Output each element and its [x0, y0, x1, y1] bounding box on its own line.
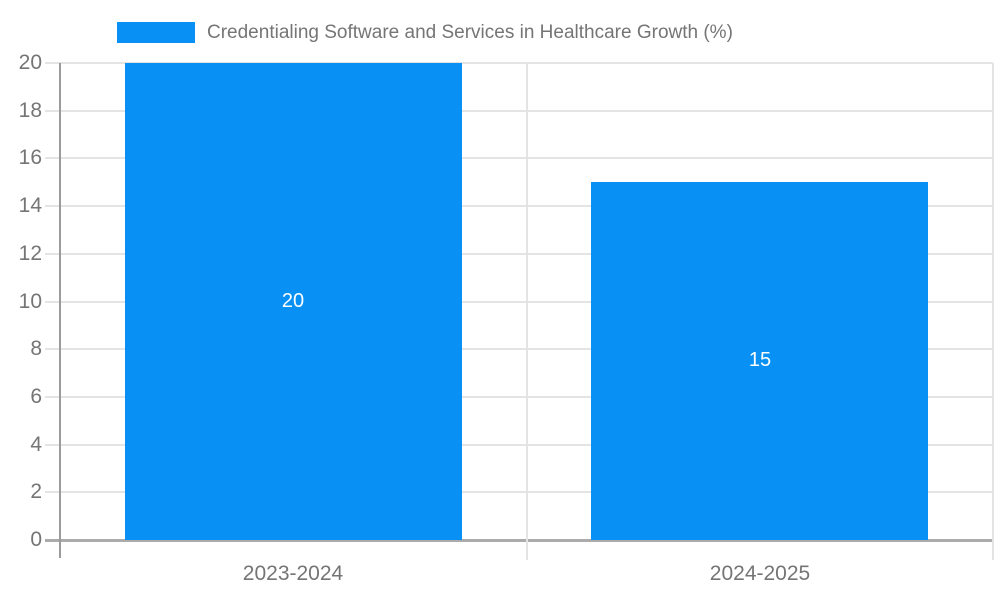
- y-tick-label: 16: [18, 146, 42, 170]
- y-tick-label: 2: [30, 480, 42, 504]
- gridline: [45, 252, 993, 255]
- x-tick-label: 2024-2025: [709, 562, 811, 585]
- y-tick-label: 10: [18, 289, 42, 313]
- y-tick-label: 6: [30, 384, 42, 408]
- category-separator-line: [992, 63, 994, 560]
- bar-2023-2024: [125, 63, 462, 540]
- bar-value-label: 15: [748, 349, 772, 371]
- gridline: [45, 157, 993, 160]
- gridline: [45, 443, 993, 446]
- x-axis-baseline: [45, 539, 993, 542]
- y-tick-label: 18: [18, 98, 42, 122]
- gridline: [45, 395, 993, 398]
- gridline: [45, 62, 993, 64]
- y-tick-label: 14: [18, 194, 42, 218]
- legend-label: Credentialing Software and Services in H…: [207, 22, 733, 43]
- y-tick-label: 0: [30, 528, 42, 551]
- gridline: [45, 348, 993, 351]
- y-tick-label: 4: [30, 432, 42, 456]
- bar-value-label: 20: [281, 290, 305, 312]
- x-tick-label: 2023-2024: [242, 562, 344, 585]
- gridline: [45, 300, 993, 303]
- gridline: [45, 491, 993, 494]
- gridline: [45, 109, 993, 112]
- y-axis-line: [59, 63, 61, 558]
- y-tick-label: 12: [18, 241, 42, 265]
- legend-swatch: [117, 22, 195, 43]
- gridline: [45, 205, 993, 208]
- category-separator-line: [525, 63, 528, 560]
- y-tick-label: 8: [30, 337, 42, 361]
- bar-2024-2025: [591, 182, 928, 540]
- y-tick-label: 20: [18, 51, 42, 74]
